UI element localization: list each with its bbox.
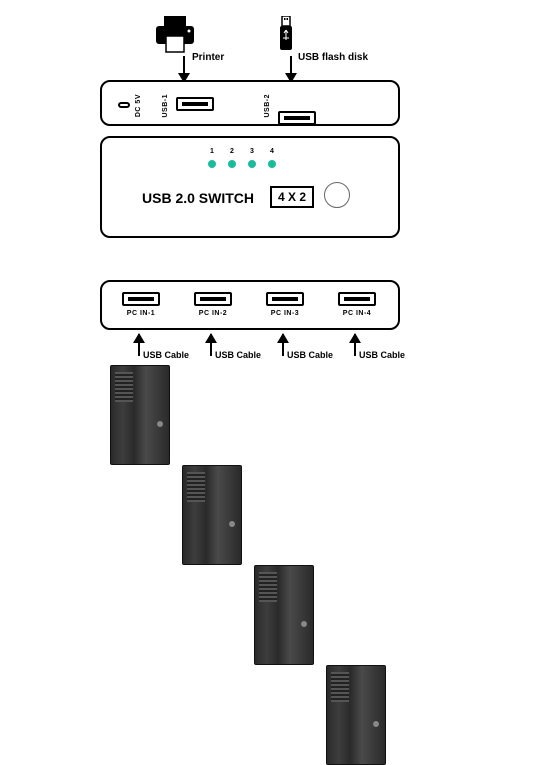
cable-arrow-4 [349,330,361,348]
switch-title: USB 2.0 SWITCH [142,190,254,206]
led-num-1: 1 [208,148,216,155]
led-1 [208,160,216,168]
pc-in-port-3 [266,292,304,306]
led-row: 1 2 3 4 [208,148,276,173]
cable-label-1: USB Cable [143,350,189,360]
led-num-2: 2 [228,148,236,155]
pc-in-port-4 [338,292,376,306]
usb-flash-label: USB flash disk [298,52,368,63]
usb1-label: USB-1 [162,94,169,118]
led-3 [248,160,256,168]
pc-in-label-4: PC IN-4 [338,310,376,317]
pc-in-port-1 [122,292,160,306]
main-panel: 1 2 3 4 USB 2.0 SWITCH 4 X 2 [100,136,400,238]
pc-in-label-3: PC IN-3 [266,310,304,317]
dc-port-label: DC 5V [135,94,142,117]
dc-port [118,102,130,108]
cable-arrow-2 [205,330,217,348]
cable-label-4: USB Cable [359,350,405,360]
mode-box: 4 X 2 [270,186,314,208]
usb-port-2 [278,111,316,125]
pc-tower-4 [326,665,386,765]
diagram-stage: Printer USB flash disk DC 5V USB-1 USB-2… [0,0,533,515]
usb-port-1 [176,97,214,111]
pc-in-port-2 [194,292,232,306]
usb-flash-icon [278,16,294,61]
pc-tower-2 [182,465,242,565]
top-panel: DC 5V USB-1 USB-2 [100,80,400,126]
usb2-label: USB-2 [264,94,271,118]
pc-tower-1 [110,365,170,465]
led-num-3: 3 [248,148,256,155]
pc-in-label-2: PC IN-2 [194,310,232,317]
pc-in-label-1: PC IN-1 [122,310,160,317]
cable-arrow-1 [133,330,145,348]
led-2 [228,160,236,168]
cable-label-2: USB Cable [215,350,261,360]
led-4 [268,160,276,168]
cable-label-3: USB Cable [287,350,333,360]
select-button[interactable] [324,182,350,208]
led-num-4: 4 [268,148,276,155]
bottom-panel: PC IN-1 PC IN-2 PC IN-3 PC IN-4 [100,280,400,330]
pc-tower-3 [254,565,314,665]
cable-arrow-3 [277,330,289,348]
printer-label: Printer [192,52,224,63]
